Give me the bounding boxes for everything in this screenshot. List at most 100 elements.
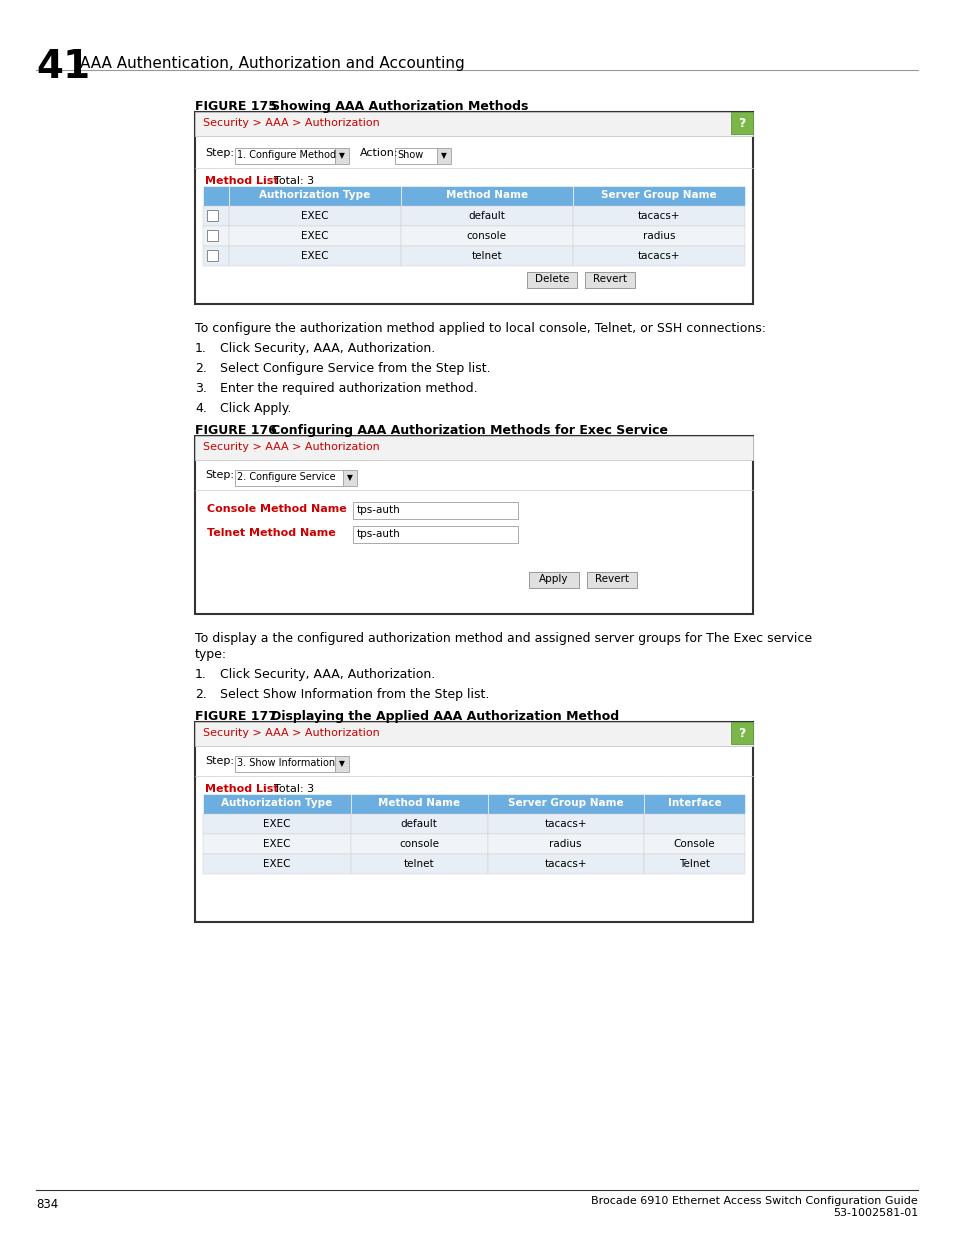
Bar <box>351 834 487 853</box>
Text: Authorization Type: Authorization Type <box>259 190 370 200</box>
Text: 3. Show Information: 3. Show Information <box>236 758 335 768</box>
Text: 1.: 1. <box>194 668 207 680</box>
Bar <box>730 722 752 743</box>
Bar <box>643 794 744 814</box>
Text: Showing AAA Authorization Methods: Showing AAA Authorization Methods <box>257 100 528 112</box>
Text: Click Security, AAA, Authorization.: Click Security, AAA, Authorization. <box>220 342 435 354</box>
Text: EXEC: EXEC <box>300 211 328 221</box>
Text: Method List: Method List <box>205 784 278 794</box>
Text: Total: 3: Total: 3 <box>267 784 314 794</box>
Text: tps-auth: tps-auth <box>356 505 400 515</box>
Bar <box>229 186 400 206</box>
Text: Action:: Action: <box>359 148 398 158</box>
Text: 1.: 1. <box>194 342 207 354</box>
Text: Interface: Interface <box>667 798 720 808</box>
Bar <box>584 272 635 288</box>
Text: Configuring AAA Authorization Methods for Exec Service: Configuring AAA Authorization Methods fo… <box>257 424 667 437</box>
Bar <box>194 436 752 459</box>
Text: Brocade 6910 Ethernet Access Switch Configuration Guide: Brocade 6910 Ethernet Access Switch Conf… <box>591 1195 917 1207</box>
Text: tacacs+: tacacs+ <box>544 819 586 829</box>
Bar <box>400 246 572 266</box>
Bar <box>207 210 218 221</box>
Bar <box>572 246 744 266</box>
Bar <box>353 501 517 519</box>
Bar <box>351 853 487 874</box>
Text: ▼: ▼ <box>440 151 446 161</box>
Text: Security > AAA > Authorization: Security > AAA > Authorization <box>203 119 379 128</box>
Text: AAA Authentication, Authorization and Accounting: AAA Authentication, Authorization and Ac… <box>80 56 464 70</box>
Text: Select Configure Service from the Step list.: Select Configure Service from the Step l… <box>220 362 490 375</box>
Bar <box>194 722 752 923</box>
Bar <box>572 186 744 206</box>
Text: 2.: 2. <box>194 688 207 701</box>
Bar <box>353 526 517 543</box>
Text: EXEC: EXEC <box>263 860 291 869</box>
Bar <box>572 206 744 226</box>
Bar <box>203 794 351 814</box>
Text: 834: 834 <box>36 1198 58 1212</box>
Text: EXEC: EXEC <box>300 251 328 261</box>
Text: tps-auth: tps-auth <box>356 529 400 538</box>
Text: Displaying the Applied AAA Authorization Method: Displaying the Applied AAA Authorization… <box>257 710 618 722</box>
Bar <box>351 794 487 814</box>
Text: EXEC: EXEC <box>263 839 291 848</box>
Text: Console Method Name: Console Method Name <box>207 504 346 514</box>
Bar <box>207 230 218 241</box>
Bar <box>400 206 572 226</box>
Bar <box>730 112 752 135</box>
Text: default: default <box>400 819 437 829</box>
Text: telnet: telnet <box>471 251 501 261</box>
Text: Security > AAA > Authorization: Security > AAA > Authorization <box>203 727 379 739</box>
Bar <box>351 814 487 834</box>
Text: tacacs+: tacacs+ <box>544 860 586 869</box>
Text: 1. Configure Method: 1. Configure Method <box>236 149 335 161</box>
Bar <box>572 226 744 246</box>
Bar <box>194 436 752 614</box>
Bar <box>643 834 744 853</box>
Text: Method Name: Method Name <box>445 190 527 200</box>
Text: tacacs+: tacacs+ <box>637 251 679 261</box>
Text: type:: type: <box>194 648 227 661</box>
Text: Server Group Name: Server Group Name <box>600 190 716 200</box>
Text: 2.: 2. <box>194 362 207 375</box>
Bar <box>526 272 577 288</box>
Text: Method List: Method List <box>205 177 278 186</box>
Text: Enter the required authorization method.: Enter the required authorization method. <box>220 382 477 395</box>
Text: FIGURE 175: FIGURE 175 <box>194 100 276 112</box>
Text: 41: 41 <box>36 48 90 86</box>
Text: console: console <box>398 839 438 848</box>
Bar <box>234 471 343 487</box>
Bar <box>643 853 744 874</box>
Text: ?: ? <box>738 117 745 130</box>
Text: radius: radius <box>549 839 581 848</box>
Bar <box>487 814 643 834</box>
Bar <box>203 206 229 226</box>
Bar <box>203 814 351 834</box>
Bar <box>229 226 400 246</box>
Bar <box>436 148 451 164</box>
Bar <box>586 572 637 588</box>
Bar <box>194 112 752 304</box>
Bar <box>203 834 351 853</box>
Text: console: console <box>466 231 506 241</box>
Text: Console: Console <box>673 839 715 848</box>
Text: Telnet: Telnet <box>679 860 709 869</box>
Bar <box>400 226 572 246</box>
Bar <box>335 148 349 164</box>
Text: tacacs+: tacacs+ <box>637 211 679 221</box>
Bar <box>194 112 752 136</box>
Bar <box>529 572 578 588</box>
Text: Click Security, AAA, Authorization.: Click Security, AAA, Authorization. <box>220 668 435 680</box>
Text: Apply: Apply <box>538 574 568 584</box>
Text: 4.: 4. <box>194 403 207 415</box>
Bar <box>643 814 744 834</box>
Bar <box>203 853 351 874</box>
Text: Authorization Type: Authorization Type <box>221 798 332 808</box>
Text: Delete: Delete <box>535 274 569 284</box>
Text: ▼: ▼ <box>347 473 353 482</box>
Text: Security > AAA > Authorization: Security > AAA > Authorization <box>203 442 379 452</box>
Bar <box>400 186 572 206</box>
Text: Step:: Step: <box>205 148 233 158</box>
Text: ▼: ▼ <box>338 151 345 161</box>
Text: Method Name: Method Name <box>377 798 459 808</box>
